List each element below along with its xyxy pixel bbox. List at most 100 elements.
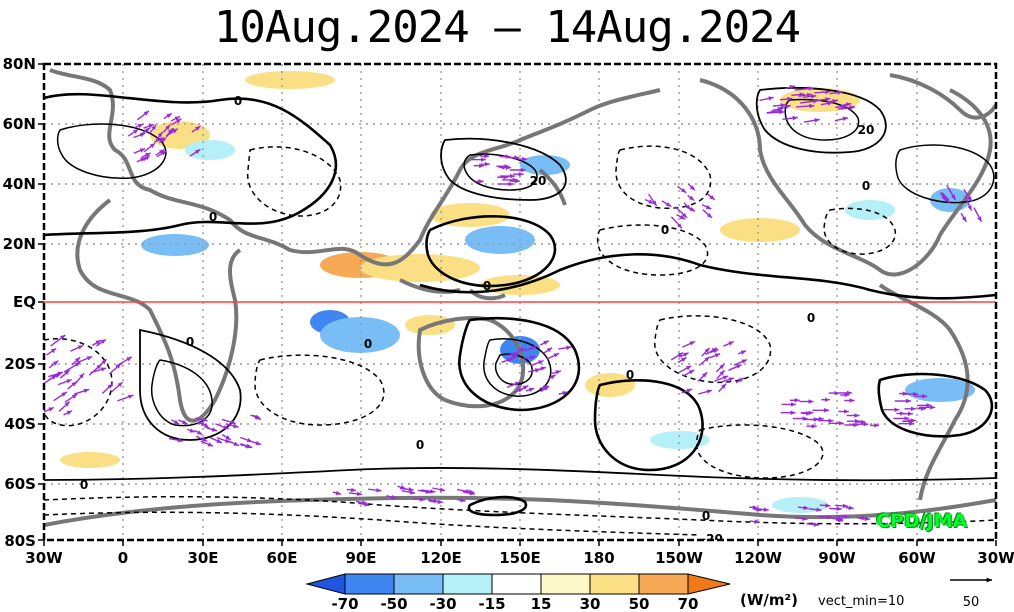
colorbar-arrow-high xyxy=(687,573,731,595)
flux-arrow xyxy=(676,213,686,220)
flux-arrow xyxy=(834,116,849,122)
flux-arrow xyxy=(845,505,854,511)
contour-line xyxy=(246,146,342,217)
flux-arrow xyxy=(701,203,712,210)
flux-arrow xyxy=(791,92,805,97)
flux-arrow xyxy=(420,489,436,494)
flux-arrow xyxy=(677,356,687,364)
flux-arrow xyxy=(558,391,568,396)
colorbar-tick: -30 xyxy=(429,595,456,612)
flux-arrow xyxy=(207,427,218,432)
lon-label: 0 xyxy=(118,549,128,567)
flux-arrow xyxy=(170,419,180,425)
flux-arrow xyxy=(92,339,102,347)
flux-arrow xyxy=(215,423,229,430)
flux-arrow xyxy=(252,414,262,421)
flux-arrow xyxy=(794,86,814,91)
flux-arrow xyxy=(759,96,774,102)
flux-arrow xyxy=(829,90,843,95)
flux-arrow xyxy=(960,212,967,223)
southamerica-coast xyxy=(878,283,970,501)
flux-arrow xyxy=(779,96,793,102)
flux-arrow xyxy=(397,485,407,490)
northamerica-coast xyxy=(699,78,993,277)
flux-arrow xyxy=(543,347,553,354)
flux-arrow xyxy=(829,506,842,512)
flux-arrow xyxy=(819,503,831,508)
flux-arrow xyxy=(687,183,696,191)
flux-arrow xyxy=(134,123,144,129)
contour-labels: 0 0 0 0 20 20 0 0 0 0 0 0 0 -20 0 xyxy=(80,94,875,546)
flux-arrow xyxy=(766,108,783,114)
lon-label: 150W xyxy=(655,549,703,567)
contour-line xyxy=(596,224,709,276)
flux-arrow xyxy=(154,136,165,143)
contour-label: -20 xyxy=(701,532,723,546)
lon-label: 30W xyxy=(25,549,63,567)
flux-arrow xyxy=(136,110,150,121)
flux-arrow xyxy=(156,150,167,158)
flux-arrow xyxy=(674,206,688,219)
plot-area: 0 0 0 0 20 20 0 0 0 0 0 0 0 -20 0 xyxy=(44,64,996,546)
flux-arrow xyxy=(58,401,71,412)
colorbar-bin xyxy=(344,573,395,595)
colorbar-bin xyxy=(638,573,689,595)
flux-arrow xyxy=(737,350,747,355)
colorbar-bin xyxy=(393,573,444,595)
contour-line xyxy=(593,379,704,472)
contour-label: 0 xyxy=(364,337,372,351)
flux-arrow xyxy=(48,360,59,369)
flux-arrow xyxy=(386,494,397,500)
flux-arrow xyxy=(798,505,809,511)
flux-arrow xyxy=(71,356,81,366)
flux-arrow xyxy=(644,198,655,205)
flux-arrow xyxy=(687,194,695,202)
lon-label: 90E xyxy=(345,549,376,567)
colorbar-tick: -15 xyxy=(478,595,505,612)
flux-arrow xyxy=(348,491,363,497)
flux-arrow xyxy=(110,381,124,393)
contour-label: 0 xyxy=(702,509,710,523)
flux-arrow xyxy=(661,200,672,208)
flux-arrow xyxy=(187,428,196,433)
flux-arrow xyxy=(96,338,107,347)
flux-arrow xyxy=(941,192,951,204)
flux-arrow xyxy=(714,375,729,382)
flux-arrow xyxy=(346,487,357,493)
flux-arrow xyxy=(115,356,133,367)
flux-arrow xyxy=(240,442,251,449)
lat-label: 80N xyxy=(3,55,36,73)
flux-arrow xyxy=(171,118,182,126)
flux-arrow xyxy=(682,369,695,377)
flux-arrow xyxy=(195,435,208,443)
flux-arrow xyxy=(772,103,786,108)
flux-arrow xyxy=(506,381,521,388)
flux-arrow xyxy=(239,436,253,443)
flux-arrow xyxy=(505,351,519,357)
contour-line xyxy=(654,315,772,384)
lon-label: 30E xyxy=(187,549,218,567)
flux-arrow xyxy=(682,340,696,348)
flux-arrow xyxy=(162,124,171,133)
colorbar: -70 -50 -30 -15 15 30 50 70 (W/m²) vect_… xyxy=(305,573,904,612)
flux-arrow xyxy=(432,487,446,492)
flux-arrow xyxy=(163,112,173,120)
contour-label: 0 xyxy=(661,223,669,237)
colorbar-bin xyxy=(540,573,591,595)
flux-arrow xyxy=(67,381,78,390)
reference-vector-value: 50 xyxy=(963,595,980,610)
contour-label: 0 xyxy=(626,368,634,382)
flux-arrow xyxy=(678,365,692,373)
flux-arrow xyxy=(401,490,416,495)
contour-line xyxy=(44,467,996,482)
contour-line xyxy=(494,353,533,386)
credit-label: CPD/JMA xyxy=(876,510,968,532)
lat-label: 20S xyxy=(4,355,36,373)
flux-arrow xyxy=(57,378,72,386)
flux-arrow xyxy=(721,377,735,383)
flux-arrow xyxy=(546,352,560,360)
flux-arrow xyxy=(796,103,815,109)
flux-arrow xyxy=(194,429,203,436)
flux-arrow xyxy=(733,358,748,366)
flux-arrow xyxy=(749,519,760,524)
